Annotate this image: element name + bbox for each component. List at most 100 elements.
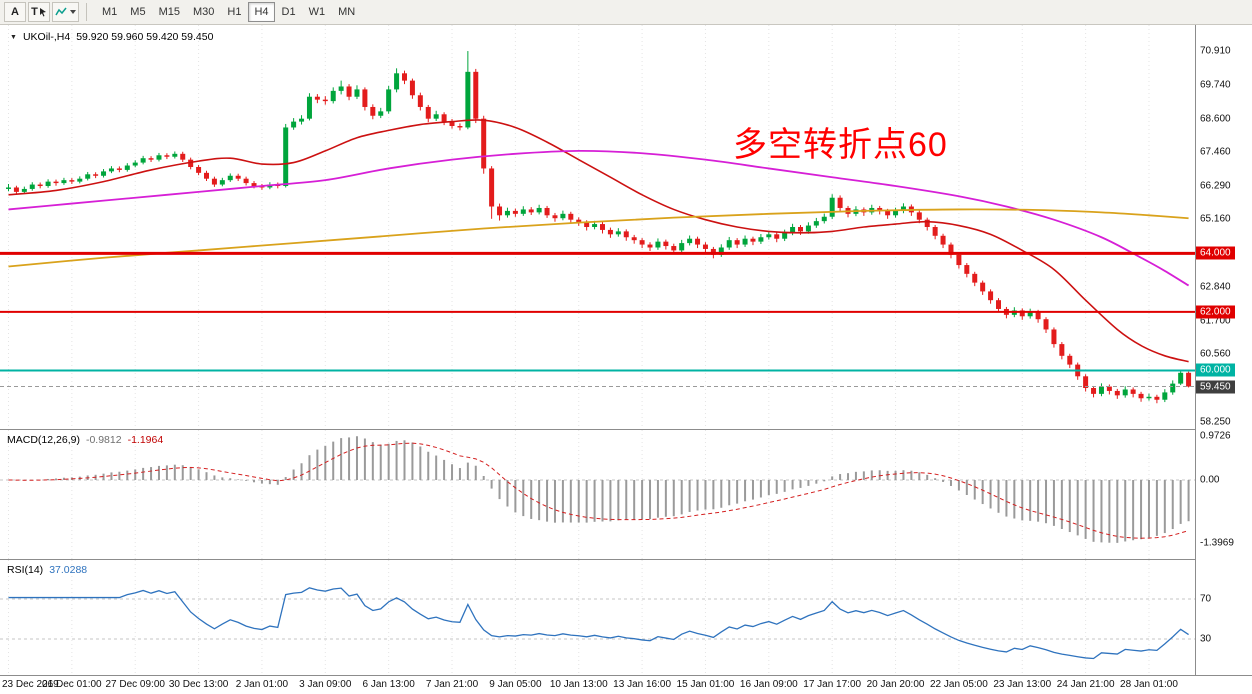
candle-body bbox=[576, 219, 582, 223]
candle-body bbox=[964, 265, 970, 274]
candle-body bbox=[1059, 344, 1065, 356]
candle-body bbox=[1170, 383, 1176, 393]
candle-body bbox=[140, 158, 146, 163]
candle-body bbox=[53, 181, 59, 184]
candle-body bbox=[156, 155, 162, 160]
timeframe-group: M1 M5 M15 M30 H1 H4 D1 W1 MN bbox=[96, 2, 361, 22]
macd-axis-label: -1.3969 bbox=[1200, 537, 1234, 549]
candle-body bbox=[69, 180, 75, 182]
candle-body bbox=[623, 231, 629, 238]
candle-body bbox=[1019, 310, 1025, 317]
timeframe-m30-button[interactable]: M30 bbox=[187, 2, 220, 22]
candle-body bbox=[417, 95, 423, 107]
price-axis-label: 61.700 bbox=[1200, 315, 1231, 327]
candle-body bbox=[1106, 386, 1112, 391]
candle-body bbox=[663, 241, 669, 247]
text-tool-button[interactable]: T bbox=[28, 2, 50, 22]
candle-body bbox=[394, 73, 400, 90]
candle-body bbox=[774, 234, 780, 239]
time-axis-label: 3 Jan 09:00 bbox=[299, 679, 352, 690]
candle-body bbox=[172, 153, 178, 157]
candle-body bbox=[996, 300, 1001, 309]
candle-body bbox=[544, 207, 550, 216]
candle-body bbox=[227, 175, 233, 181]
candle-body bbox=[425, 106, 431, 119]
candle-body bbox=[1178, 372, 1184, 384]
time-axis-label: 10 Jan 13:00 bbox=[549, 679, 608, 690]
price-axis[interactable]: 70.910 69.740 68.600 67.460 66.290 65.160 62.8… bbox=[1195, 25, 1252, 675]
time-axis-label: 30 Dec 13:00 bbox=[168, 679, 229, 690]
candle-body bbox=[1051, 329, 1057, 345]
candle-body bbox=[473, 71, 479, 119]
candle-body bbox=[877, 207, 883, 211]
rsi-pane-label: RSI(14) 37.0288 bbox=[7, 564, 87, 576]
timeframe-m5-button[interactable]: M5 bbox=[124, 2, 151, 22]
time-axis-label: 7 Jan 21:00 bbox=[425, 679, 479, 690]
candle-body bbox=[592, 224, 598, 227]
font-tool-button[interactable]: A bbox=[4, 2, 26, 22]
candle-body bbox=[916, 212, 922, 220]
candle-body bbox=[148, 158, 154, 160]
candle-body bbox=[251, 183, 257, 187]
pane-divider[interactable] bbox=[0, 429, 1252, 430]
candle-body bbox=[940, 235, 946, 245]
macd-axis-label: 0.9726 bbox=[1200, 430, 1231, 442]
candle-body bbox=[180, 153, 186, 160]
rsi-line bbox=[8, 587, 1189, 660]
candle-body bbox=[6, 187, 11, 189]
candle-body bbox=[1067, 355, 1073, 365]
candle-body bbox=[742, 238, 748, 245]
top-toolbar: A T M1 M5 M15 M30 H1 H4 D1 W1 MN bbox=[0, 0, 1252, 25]
price-axis-label: 69.740 bbox=[1200, 79, 1231, 91]
chart-annotation[interactable]: 多空转折点60 bbox=[733, 126, 948, 164]
candle-body bbox=[560, 213, 566, 219]
timeframe-w1-button[interactable]: W1 bbox=[303, 2, 332, 22]
timeframe-h1-button[interactable]: H1 bbox=[221, 2, 247, 22]
timeframe-d1-button[interactable]: D1 bbox=[276, 2, 302, 22]
candle-body bbox=[132, 162, 138, 166]
price-axis-label: 60.560 bbox=[1200, 348, 1231, 360]
candle-body bbox=[805, 225, 811, 232]
candle-body bbox=[536, 207, 542, 213]
pane-divider[interactable] bbox=[0, 559, 1252, 560]
candle-body bbox=[695, 238, 701, 245]
candle-body bbox=[702, 244, 708, 249]
timeframe-m1-button[interactable]: M1 bbox=[96, 2, 123, 22]
time-axis-label: 13 Jan 16:00 bbox=[613, 679, 672, 690]
timeframe-m15-button[interactable]: M15 bbox=[153, 2, 186, 22]
candle-body bbox=[378, 111, 384, 116]
main-pane-label: ▼ UKOil-,H4 59.920 59.960 59.420 59.450 bbox=[10, 31, 213, 43]
main-chart-canvas[interactable] bbox=[0, 25, 1195, 429]
candle-body bbox=[314, 96, 320, 100]
price-axis-label: 67.460 bbox=[1200, 146, 1231, 158]
candle-body bbox=[449, 121, 455, 126]
candle-body bbox=[497, 206, 503, 216]
draw-tool-button[interactable] bbox=[52, 2, 79, 22]
time-axis[interactable]: 23 Dec 2019 26 Dec 01:00 27 Dec 09:00 30 De… bbox=[0, 675, 1252, 694]
macd-canvas[interactable] bbox=[0, 430, 1195, 559]
candle-body bbox=[1154, 396, 1160, 400]
ohlc-values: 59.920 59.960 59.420 59.450 bbox=[76, 31, 214, 43]
chevron-down-icon bbox=[70, 10, 76, 14]
timeframe-h4-button[interactable]: H4 bbox=[248, 2, 275, 22]
candle-body bbox=[758, 237, 764, 242]
candle-body bbox=[196, 166, 202, 173]
text-tool-label: T bbox=[31, 5, 38, 18]
time-axis-label: 9 Jan 05:00 bbox=[489, 679, 542, 690]
candle-body bbox=[409, 80, 415, 96]
toolbar-separator bbox=[86, 3, 87, 21]
ma-slow-orange-line bbox=[8, 208, 1189, 268]
rsi-canvas[interactable] bbox=[0, 560, 1195, 675]
candle-body bbox=[77, 178, 83, 182]
timeframe-mn-button[interactable]: MN bbox=[332, 2, 361, 22]
price-tag-64.000: 64.000 bbox=[1196, 246, 1235, 260]
candle-body bbox=[1035, 311, 1041, 320]
candle-body bbox=[750, 238, 756, 242]
candle-body bbox=[988, 291, 994, 301]
candle-body bbox=[1130, 389, 1136, 394]
candle-body bbox=[671, 246, 677, 251]
candle-body bbox=[687, 238, 693, 244]
candle-body bbox=[607, 229, 613, 235]
candle-body bbox=[204, 172, 209, 179]
candle-body bbox=[639, 240, 645, 245]
